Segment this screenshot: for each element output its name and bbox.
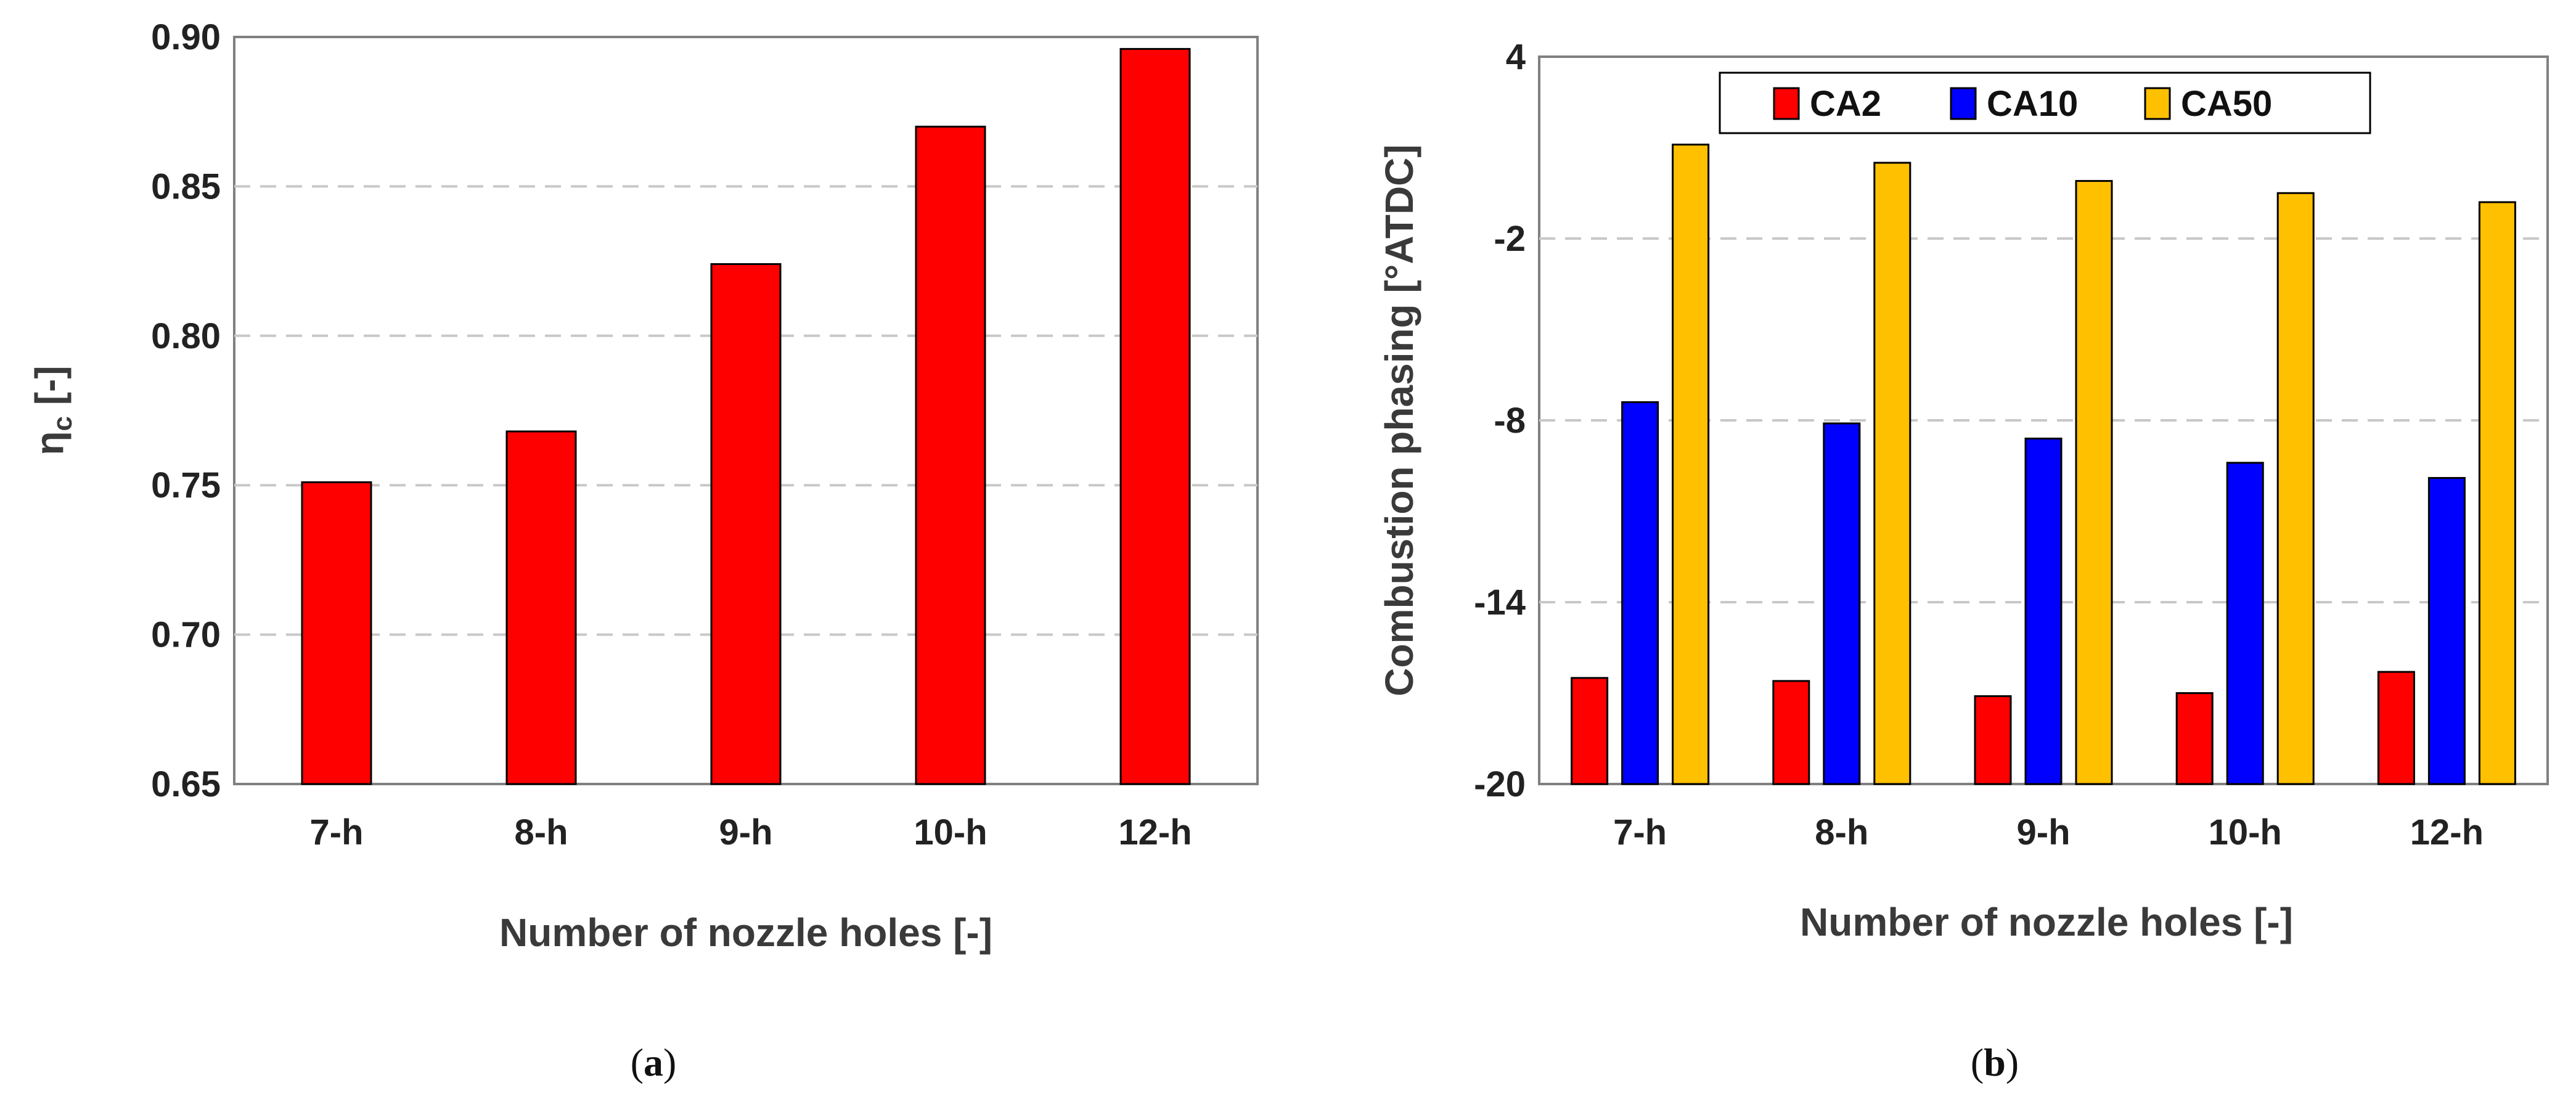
x-tick-label-a: 9-h	[719, 812, 773, 852]
y-tick-label-a: 0.65	[151, 764, 221, 804]
legend: CA2 CA10 CA50	[1719, 71, 2371, 134]
panel-label-b: (b)	[1971, 1040, 2019, 1084]
x-tick-label-a: 12-h	[1118, 812, 1192, 852]
y-tick-label-b: -14	[1474, 582, 1526, 623]
legend-swatch-ca2	[1773, 87, 1800, 120]
bar-b-ca10-9-h	[2024, 438, 2063, 785]
legend-label-ca2: CA2	[1810, 84, 1881, 124]
legend-label-ca50: CA50	[2181, 84, 2272, 124]
x-tick-label-a: 8-h	[515, 812, 568, 852]
x-tick-label-b: 8-h	[1815, 812, 1868, 852]
y-axis-title-b: Combustion phasing [°ATDC]	[1377, 144, 1421, 696]
legend-box	[1719, 71, 2371, 134]
x-tick-label-a: 10-h	[914, 812, 987, 852]
x-tick-label-b: 12-h	[2410, 812, 2484, 852]
bar-a-c-12-h	[1119, 47, 1191, 785]
bar-b-ca10-7-h	[1621, 401, 1659, 785]
legend-swatch-ca10	[1950, 87, 1977, 120]
bar-b-ca50-8-h	[1873, 161, 1912, 785]
panel-label-a-letter: a	[644, 1040, 663, 1084]
y-tick-label-b: -2	[1494, 219, 1526, 259]
y-tick-label-a: 0.85	[151, 166, 221, 206]
y-tick-label-b: 4	[1506, 37, 1526, 77]
bar-b-ca50-12-h	[2478, 201, 2516, 785]
y-axis-title-a-sub: c	[47, 416, 78, 431]
bar-b-ca2-8-h	[1772, 680, 1810, 785]
bar-b-ca2-12-h	[2377, 671, 2415, 785]
x-tick-label-a: 7-h	[310, 812, 364, 852]
x-axis-title-a: Number of nozzle holes [-]	[499, 910, 992, 955]
bar-b-ca50-7-h	[1672, 144, 1710, 785]
x-tick-label-b: 9-h	[2017, 812, 2071, 852]
bar-a-c-10-h	[915, 125, 986, 785]
y-axis-title-a: ηc [-]	[27, 366, 78, 455]
bar-b-ca2-7-h	[1571, 677, 1609, 785]
bar-a-c-9-h	[710, 263, 782, 785]
bar-b-ca10-10-h	[2226, 462, 2264, 785]
bar-a-c-7-h	[301, 481, 372, 785]
y-tick-label-b: -20	[1474, 764, 1526, 804]
bar-b-ca50-9-h	[2075, 180, 2113, 785]
bar-b-ca10-12-h	[2427, 476, 2466, 785]
bar-b-ca2-10-h	[2175, 692, 2214, 785]
y-tick-label-a: 0.90	[151, 17, 221, 57]
chart-panel-b: -20 -14 -8 -2 4 7-h 8-h 9-h 10-h 12-h CA2 CA10 CA5…	[1377, 37, 2549, 1084]
y-tick-label-a: 0.75	[151, 465, 221, 505]
y-axis-title-a-main: η	[27, 431, 72, 455]
y-tick-label-a: 0.80	[151, 316, 221, 356]
legend-swatch-ca50	[2144, 87, 2171, 120]
bar-a-c-8-h	[505, 430, 577, 785]
legend-label-ca10: CA10	[1987, 84, 2078, 124]
x-tick-label-b: 7-h	[1613, 812, 1667, 852]
bar-b-ca2-9-h	[1974, 695, 2012, 785]
chart-panel-a: 0.65 0.70 0.75 0.80 0.85 0.90 7-h 8-h 9-h 10-h 12…	[27, 17, 1259, 1084]
panel-label-a: (a)	[631, 1040, 677, 1084]
y-tick-label-a: 0.70	[151, 615, 221, 655]
y-tick-label-b: -8	[1494, 401, 1526, 441]
x-axis-title-b: Number of nozzle holes [-]	[1800, 900, 2293, 944]
panel-label-b-letter: b	[1984, 1040, 2006, 1084]
x-tick-label-b: 10-h	[2209, 812, 2282, 852]
bar-b-ca10-8-h	[1823, 422, 1861, 785]
y-axis-title-a-unit: [-]	[27, 366, 72, 416]
bar-b-ca50-10-h	[2276, 192, 2315, 785]
